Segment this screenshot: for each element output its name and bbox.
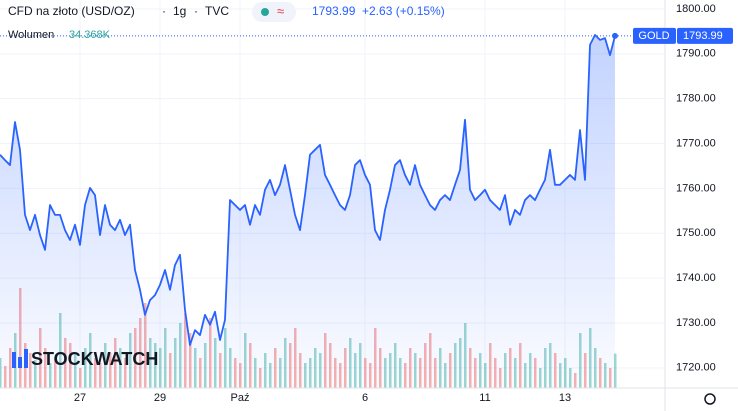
- source: TVC: [205, 4, 229, 18]
- x-tick-label: 11: [479, 392, 490, 404]
- y-tick-label: 1720.00: [676, 362, 716, 374]
- settings-icon[interactable]: [704, 393, 716, 405]
- last-price: 1793.99: [312, 4, 356, 18]
- price-line: [0, 34, 616, 346]
- interval: 1g: [173, 4, 186, 18]
- x-tick-label: 27: [74, 392, 86, 404]
- x-tick-label: Paź: [231, 392, 250, 404]
- y-tick-label: 1800.00: [676, 3, 716, 15]
- y-tick-label: 1730.00: [676, 317, 716, 329]
- volume-value: 34.368K: [69, 29, 111, 41]
- watermark-text: STOCKWATCH: [31, 349, 158, 369]
- price-change: +2.63 (+0.15%): [362, 4, 445, 18]
- last-point: [612, 32, 618, 39]
- y-tick-label: 1740.00: [676, 272, 716, 284]
- y-tick-label: 1790.00: [676, 48, 716, 60]
- y-tick-label: 1770.00: [676, 137, 716, 149]
- y-tick-label: 1780.00: [676, 93, 716, 105]
- x-tick-label: 6: [362, 392, 368, 404]
- chart-title: CFD na złoto (USD/OZ): [8, 4, 135, 18]
- x-tick-label: 13: [559, 392, 571, 404]
- market-status: [261, 8, 269, 16]
- price-tag: 1793.99: [683, 30, 723, 42]
- delayed-icon: ≈: [277, 3, 284, 18]
- separator: ·: [194, 4, 198, 18]
- status-pill[interactable]: [252, 2, 296, 22]
- symbol-tag-bg: [633, 27, 676, 44]
- logo-bar: [18, 357, 22, 368]
- price-area: [0, 34, 615, 389]
- volume-bar: [614, 353, 617, 388]
- volume-label: Wolumen: [8, 29, 54, 41]
- y-tick-label: 1750.00: [676, 227, 716, 239]
- separator: ·: [162, 4, 166, 18]
- x-tick-label: 29: [154, 392, 166, 404]
- logo-bar: [12, 352, 16, 368]
- y-tick-label: 1760.00: [676, 182, 716, 194]
- watermark: STOCKWATCH: [12, 349, 158, 369]
- logo-bar: [24, 349, 28, 368]
- symbol-tag: GOLD: [638, 30, 669, 42]
- price-tag-bg: [677, 27, 733, 44]
